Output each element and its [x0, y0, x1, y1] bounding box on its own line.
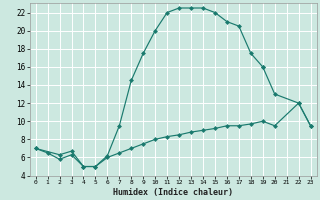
X-axis label: Humidex (Indice chaleur): Humidex (Indice chaleur): [113, 188, 233, 197]
